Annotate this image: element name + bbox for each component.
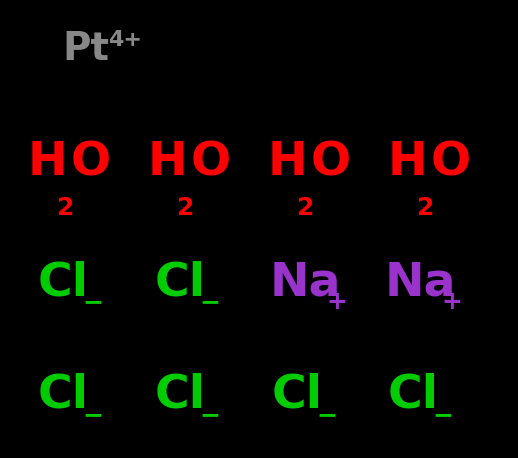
Text: Cl: Cl	[388, 373, 439, 418]
Text: H: H	[268, 140, 308, 185]
Text: H: H	[28, 140, 68, 185]
Text: −: −	[432, 403, 453, 427]
Text: −: −	[316, 403, 337, 427]
Text: 2: 2	[57, 196, 75, 220]
Text: −: −	[82, 403, 103, 427]
Text: −: −	[82, 290, 103, 314]
Text: 2: 2	[297, 196, 314, 220]
Text: H: H	[388, 140, 428, 185]
Text: Na: Na	[270, 260, 341, 305]
Text: O: O	[431, 140, 471, 185]
Text: O: O	[311, 140, 351, 185]
Text: Na: Na	[385, 260, 456, 305]
Text: −: −	[199, 290, 220, 314]
Text: Cl: Cl	[155, 373, 206, 418]
Text: +: +	[441, 290, 462, 314]
Text: H: H	[148, 140, 188, 185]
Text: O: O	[191, 140, 231, 185]
Text: O: O	[71, 140, 111, 185]
Text: −: −	[199, 403, 220, 427]
Text: +: +	[326, 290, 347, 314]
Text: Cl: Cl	[38, 260, 89, 305]
Text: Cl: Cl	[38, 373, 89, 418]
Text: 4+: 4+	[108, 30, 142, 50]
Text: Cl: Cl	[272, 373, 323, 418]
Text: 2: 2	[417, 196, 435, 220]
Text: 2: 2	[177, 196, 194, 220]
Text: Cl: Cl	[155, 260, 206, 305]
Text: Pt: Pt	[62, 30, 109, 68]
